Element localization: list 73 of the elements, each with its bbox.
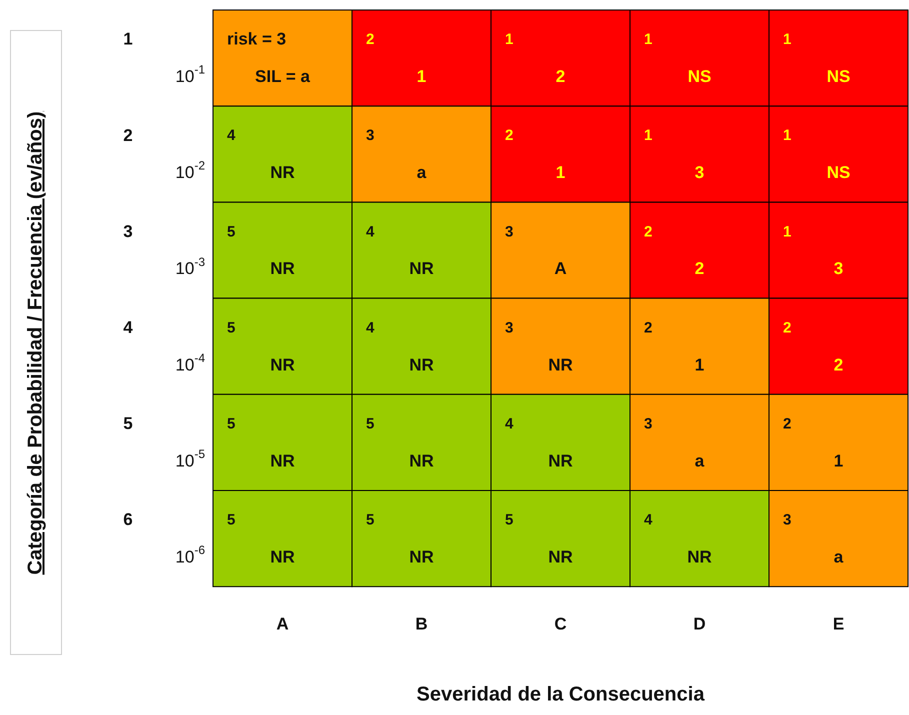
data-label: 2: [783, 319, 792, 336]
annotation: 3: [694, 163, 704, 182]
annotation: NR: [409, 547, 434, 566]
x-tick-label: A: [276, 614, 289, 634]
data-label: 5: [227, 223, 236, 240]
annotation: NR: [687, 547, 712, 566]
data-label: 3: [783, 512, 792, 529]
data-label: 4: [366, 319, 375, 336]
annotation: NR: [270, 355, 295, 374]
y-tick-label: 5: [123, 414, 133, 434]
data-label: 2: [505, 127, 514, 144]
annotation: 1: [556, 163, 566, 182]
data-label: 3: [505, 223, 514, 240]
data-label: 1: [783, 31, 792, 48]
annotation: NR: [548, 547, 573, 566]
data-label: 5: [366, 512, 374, 529]
data-label: 5: [366, 416, 374, 433]
data-label: 2: [644, 223, 652, 240]
data-label: 2: [366, 31, 374, 48]
annotation: a: [694, 451, 705, 470]
y-tick-label: 6: [123, 510, 133, 530]
annotation: NR: [548, 451, 573, 470]
annotation: NR: [270, 547, 295, 566]
data-label: 1: [783, 127, 792, 144]
data-label: 2: [783, 416, 792, 433]
annotation: NR: [409, 259, 434, 278]
annotation: NR: [270, 259, 295, 278]
data-label: 5: [227, 512, 236, 529]
data-label: 4: [227, 127, 236, 144]
y-tick-label: 1: [123, 30, 133, 49]
annotation: 2: [834, 355, 844, 374]
data-label: 1: [644, 31, 652, 48]
annotation: a: [416, 163, 427, 182]
annotation: NR: [270, 163, 295, 182]
annotation: 1: [694, 355, 704, 374]
data-label: 4: [366, 223, 375, 240]
annotation: a: [834, 547, 844, 566]
y-tick-label: 2: [123, 126, 133, 145]
annotation: SIL = a: [255, 66, 311, 86]
data-label: 1: [783, 223, 792, 240]
annotation: A: [554, 259, 567, 278]
data-label: 2: [644, 319, 652, 336]
annotation: 1: [834, 451, 844, 470]
data-label: 3: [366, 127, 374, 144]
data-label: 5: [227, 319, 236, 336]
annotation: 3: [834, 259, 844, 278]
x-tick-label: C: [554, 614, 567, 634]
annotation: 1: [416, 66, 426, 86]
y-tick-label: 4: [123, 318, 134, 337]
annotation: NS: [826, 163, 850, 182]
x-tick-label: E: [832, 614, 844, 634]
annotation: 2: [694, 259, 704, 278]
data-label: 3: [644, 416, 652, 433]
annotation: NR: [548, 355, 573, 374]
x-axis-title: Severidad de la Consecuencia: [416, 684, 706, 706]
data-label: 1: [505, 31, 514, 48]
annotation: NR: [409, 355, 434, 374]
annotation: NR: [270, 451, 295, 470]
data-label: 4: [644, 512, 653, 529]
data-label: 3: [505, 319, 514, 336]
data-label: 1: [644, 127, 652, 144]
y-axis-title: Categoría de Probabilidad / Frecuencia (ev/años): [24, 110, 48, 574]
data-label: 5: [227, 416, 236, 433]
data-label: risk = 3: [227, 30, 286, 49]
annotation: NR: [409, 451, 434, 470]
x-tick-label: D: [693, 614, 706, 634]
x-tick-label: B: [415, 614, 428, 634]
annotation: 2: [556, 66, 566, 86]
data-label: 5: [505, 512, 514, 529]
annotation: NS: [688, 66, 712, 86]
y-tick-label: 3: [123, 222, 133, 241]
data-label: 4: [505, 416, 514, 433]
annotation: NS: [826, 66, 850, 86]
